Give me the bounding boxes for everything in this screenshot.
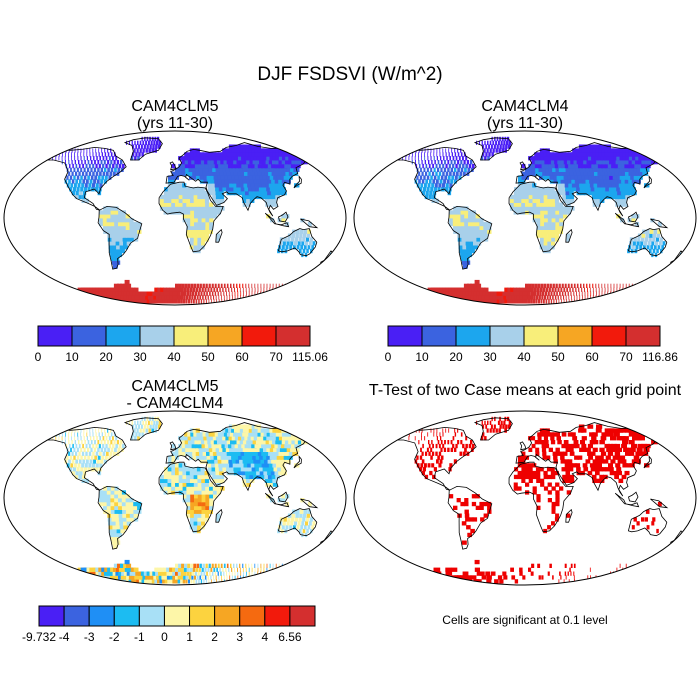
colorbar-tick-label: 2	[211, 630, 218, 644]
colorbar-tick-label: 60	[585, 350, 599, 364]
colorbar-swatch	[241, 325, 277, 347]
coastlines	[393, 137, 686, 270]
colorbar-tick-label: 70	[619, 350, 633, 364]
colorbar-tick-label: 6.56	[278, 630, 302, 644]
colorbar-tick-label: -9.732	[22, 630, 56, 644]
colorbar-swatch	[591, 325, 627, 347]
panel-title-difference: CAM4CLM5 - CAM4CLM4	[75, 378, 275, 412]
colorbar-cam4clm5: 0 10 20 30 40 50 60 70 115.06	[35, 325, 328, 364]
colorbar-tick-label: 115.06	[292, 350, 328, 364]
colorbar-tick-label: 40	[517, 350, 531, 364]
map-border	[3, 130, 347, 306]
colorbar-tick-label: 10	[65, 350, 79, 364]
panel-title-line1: CAM4CLM5	[131, 98, 219, 115]
colorbar-tick-label: 0	[161, 630, 168, 644]
map-difference	[3, 410, 347, 586]
map-border	[353, 130, 697, 306]
colorbar-tick-label: 70	[269, 350, 283, 364]
colorbar-tick-label: 20	[99, 350, 113, 364]
coastlines	[43, 417, 336, 550]
colorbar-swatch	[489, 325, 525, 347]
colorbar-swatch	[214, 605, 241, 627]
map-grid-cells	[42, 136, 332, 304]
colorbar-swatch	[63, 605, 90, 627]
colorbar-tick-label: -1	[134, 630, 145, 644]
colorbar-swatch	[421, 325, 457, 347]
colorbar-difference: -9.732 -4 -3 -2 -1 0 1 2 3 4 6.56	[22, 605, 316, 644]
colorbar-swatch	[37, 325, 73, 347]
colorbar-swatch	[71, 325, 107, 347]
colorbar-swatch	[625, 325, 661, 347]
panel-title-line1: CAM4CLM4	[481, 98, 569, 115]
colorbar-tick-label: 0	[35, 350, 42, 364]
colorbar-tick-label: 116.86	[642, 350, 678, 364]
colorbar-swatch	[289, 605, 316, 627]
map-grid-cells	[42, 416, 332, 584]
panel-title-line1: CAM4CLM5	[131, 378, 219, 395]
colorbar-swatch	[139, 325, 175, 347]
map-cam4clm5	[3, 130, 347, 306]
colorbar-swatch	[455, 325, 491, 347]
colorbar-swatch	[173, 325, 209, 347]
colorbar-swatch	[275, 325, 311, 347]
colorbar-swatch	[189, 605, 216, 627]
colorbar-tick-label: 20	[449, 350, 463, 364]
colorbar-tick-label: 0	[385, 350, 392, 364]
significance-note: Cells are significant at 0.1 level	[442, 613, 608, 627]
colorbar-swatch	[387, 325, 423, 347]
colorbar-tick-label: 30	[483, 350, 497, 364]
map-grid-cells	[392, 416, 668, 584]
map-grid-cells	[392, 136, 682, 304]
colorbar-swatch	[523, 325, 559, 347]
map-border	[353, 410, 697, 586]
colorbar-tick-label: -4	[59, 630, 70, 644]
colorbar-swatch	[264, 605, 291, 627]
panel-title-line2: (yrs 11-30)	[486, 115, 564, 132]
colorbar-tick-label: 50	[551, 350, 565, 364]
colorbar-tick-label: 50	[201, 350, 215, 364]
panel-title-ttest: T-Test of two Case means at each grid po…	[368, 382, 682, 399]
coastlines	[393, 417, 686, 550]
colorbar-swatch	[239, 605, 266, 627]
panel-title-line2: - CAM4CLM4	[126, 395, 224, 412]
panel-title-line2: (yrs 11-30)	[136, 115, 214, 132]
colorbar-swatch	[38, 605, 65, 627]
colorbar-tick-label: 10	[415, 350, 429, 364]
map-cam4clm4	[353, 130, 697, 306]
panel-title-cam4clm4: CAM4CLM4 (yrs 11-30)	[425, 98, 625, 132]
colorbar-tick-label: 30	[133, 350, 147, 364]
colorbar-swatch	[163, 605, 191, 627]
colorbar-cam4clm4: 0 10 20 30 40 50 60 70 116.86	[385, 325, 678, 364]
map-ttest	[353, 410, 697, 586]
colorbar-tick-label: -3	[84, 630, 95, 644]
colorbar-swatch	[113, 605, 140, 627]
colorbar-swatch	[557, 325, 593, 347]
colorbar-tick-label: 60	[235, 350, 249, 364]
panel-title-cam4clm5: CAM4CLM5 (yrs 11-30)	[75, 98, 275, 132]
figure-title: DJF FSDSVI (W/m^2)	[257, 64, 443, 85]
colorbar-tick-label: 1	[186, 630, 193, 644]
colorbar-tick-label: 40	[167, 350, 181, 364]
colorbar-tick-label: 4	[261, 630, 268, 644]
colorbar-swatch	[207, 325, 243, 347]
colorbar-tick-label: 3	[236, 630, 243, 644]
colorbar-swatch	[88, 605, 115, 627]
colorbar-tick-label: -2	[109, 630, 120, 644]
colorbar-swatch	[105, 325, 141, 347]
colorbar-swatch	[138, 605, 165, 627]
map-border	[3, 410, 347, 586]
